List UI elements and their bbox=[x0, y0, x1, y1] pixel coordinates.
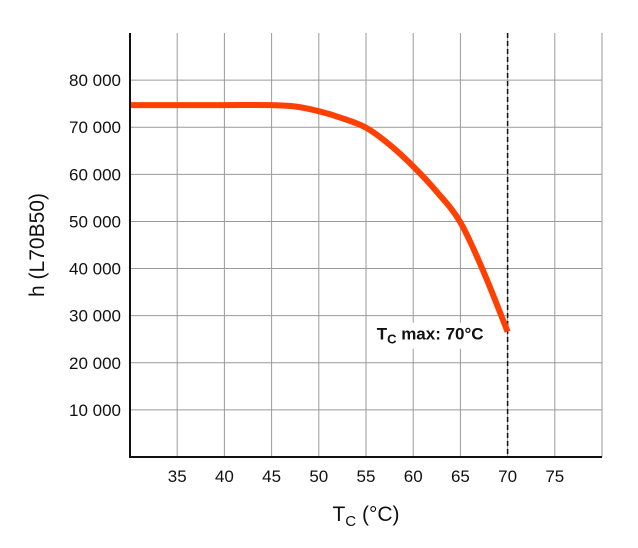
max-temperature-annotation: TC max: 70°C bbox=[377, 325, 484, 347]
y-tick-label: 40 000 bbox=[69, 260, 121, 279]
x-tick-label: 40 bbox=[215, 467, 234, 486]
x-tick-label: 50 bbox=[309, 467, 328, 486]
y-tick-label: 70 000 bbox=[69, 118, 121, 137]
x-tick-label: 45 bbox=[262, 467, 281, 486]
x-tick-labels: 35 40 45 50 55 60 65 70 75 bbox=[168, 467, 565, 486]
y-tick-label: 30 000 bbox=[69, 307, 121, 326]
x-tick-label: 55 bbox=[357, 467, 376, 486]
y-tick-label: 10 000 bbox=[69, 401, 121, 420]
x-tick-label: 70 bbox=[498, 467, 517, 486]
y-tick-labels: 10 000 20 000 30 000 40 000 50 000 60 000 70 0… bbox=[69, 71, 121, 420]
y-tick-label: 50 000 bbox=[69, 212, 121, 231]
y-tick-label: 80 000 bbox=[69, 71, 121, 90]
grid bbox=[130, 33, 603, 457]
lifetime-curve bbox=[129, 101, 511, 333]
x-tick-label: 60 bbox=[404, 467, 423, 486]
x-axis-label: TC (°C) bbox=[332, 503, 399, 530]
y-tick-label: 60 000 bbox=[69, 165, 121, 184]
x-tick-label: 35 bbox=[168, 467, 187, 486]
x-tick-label: 65 bbox=[451, 467, 470, 486]
x-tick-label: 75 bbox=[545, 467, 564, 486]
y-tick-label: 20 000 bbox=[69, 354, 121, 373]
y-axis-label: h (L70B50) bbox=[26, 193, 49, 297]
annotation-background bbox=[373, 322, 487, 349]
